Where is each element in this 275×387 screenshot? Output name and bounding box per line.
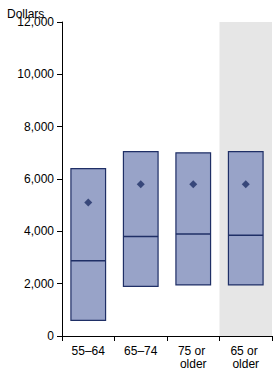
svg-text:4,000: 4,000 — [24, 224, 54, 238]
svg-text:2,000: 2,000 — [24, 277, 54, 291]
svg-text:0: 0 — [47, 329, 54, 343]
svg-text:75 or: 75 or — [178, 344, 209, 358]
svg-text:65 or: 65 or — [230, 344, 261, 358]
svg-text:older: older — [232, 357, 259, 371]
svg-text:10,000: 10,000 — [17, 67, 54, 81]
svg-text:6,000: 6,000 — [24, 172, 54, 186]
svg-text:Dollars: Dollars — [7, 7, 44, 21]
svg-text:65–74: 65–74 — [124, 344, 158, 358]
svg-text:older: older — [180, 357, 207, 371]
svg-text:55–64: 55–64 — [72, 344, 106, 358]
svg-text:8,000: 8,000 — [24, 120, 54, 134]
svg-text:12,000: 12,000 — [17, 15, 54, 29]
